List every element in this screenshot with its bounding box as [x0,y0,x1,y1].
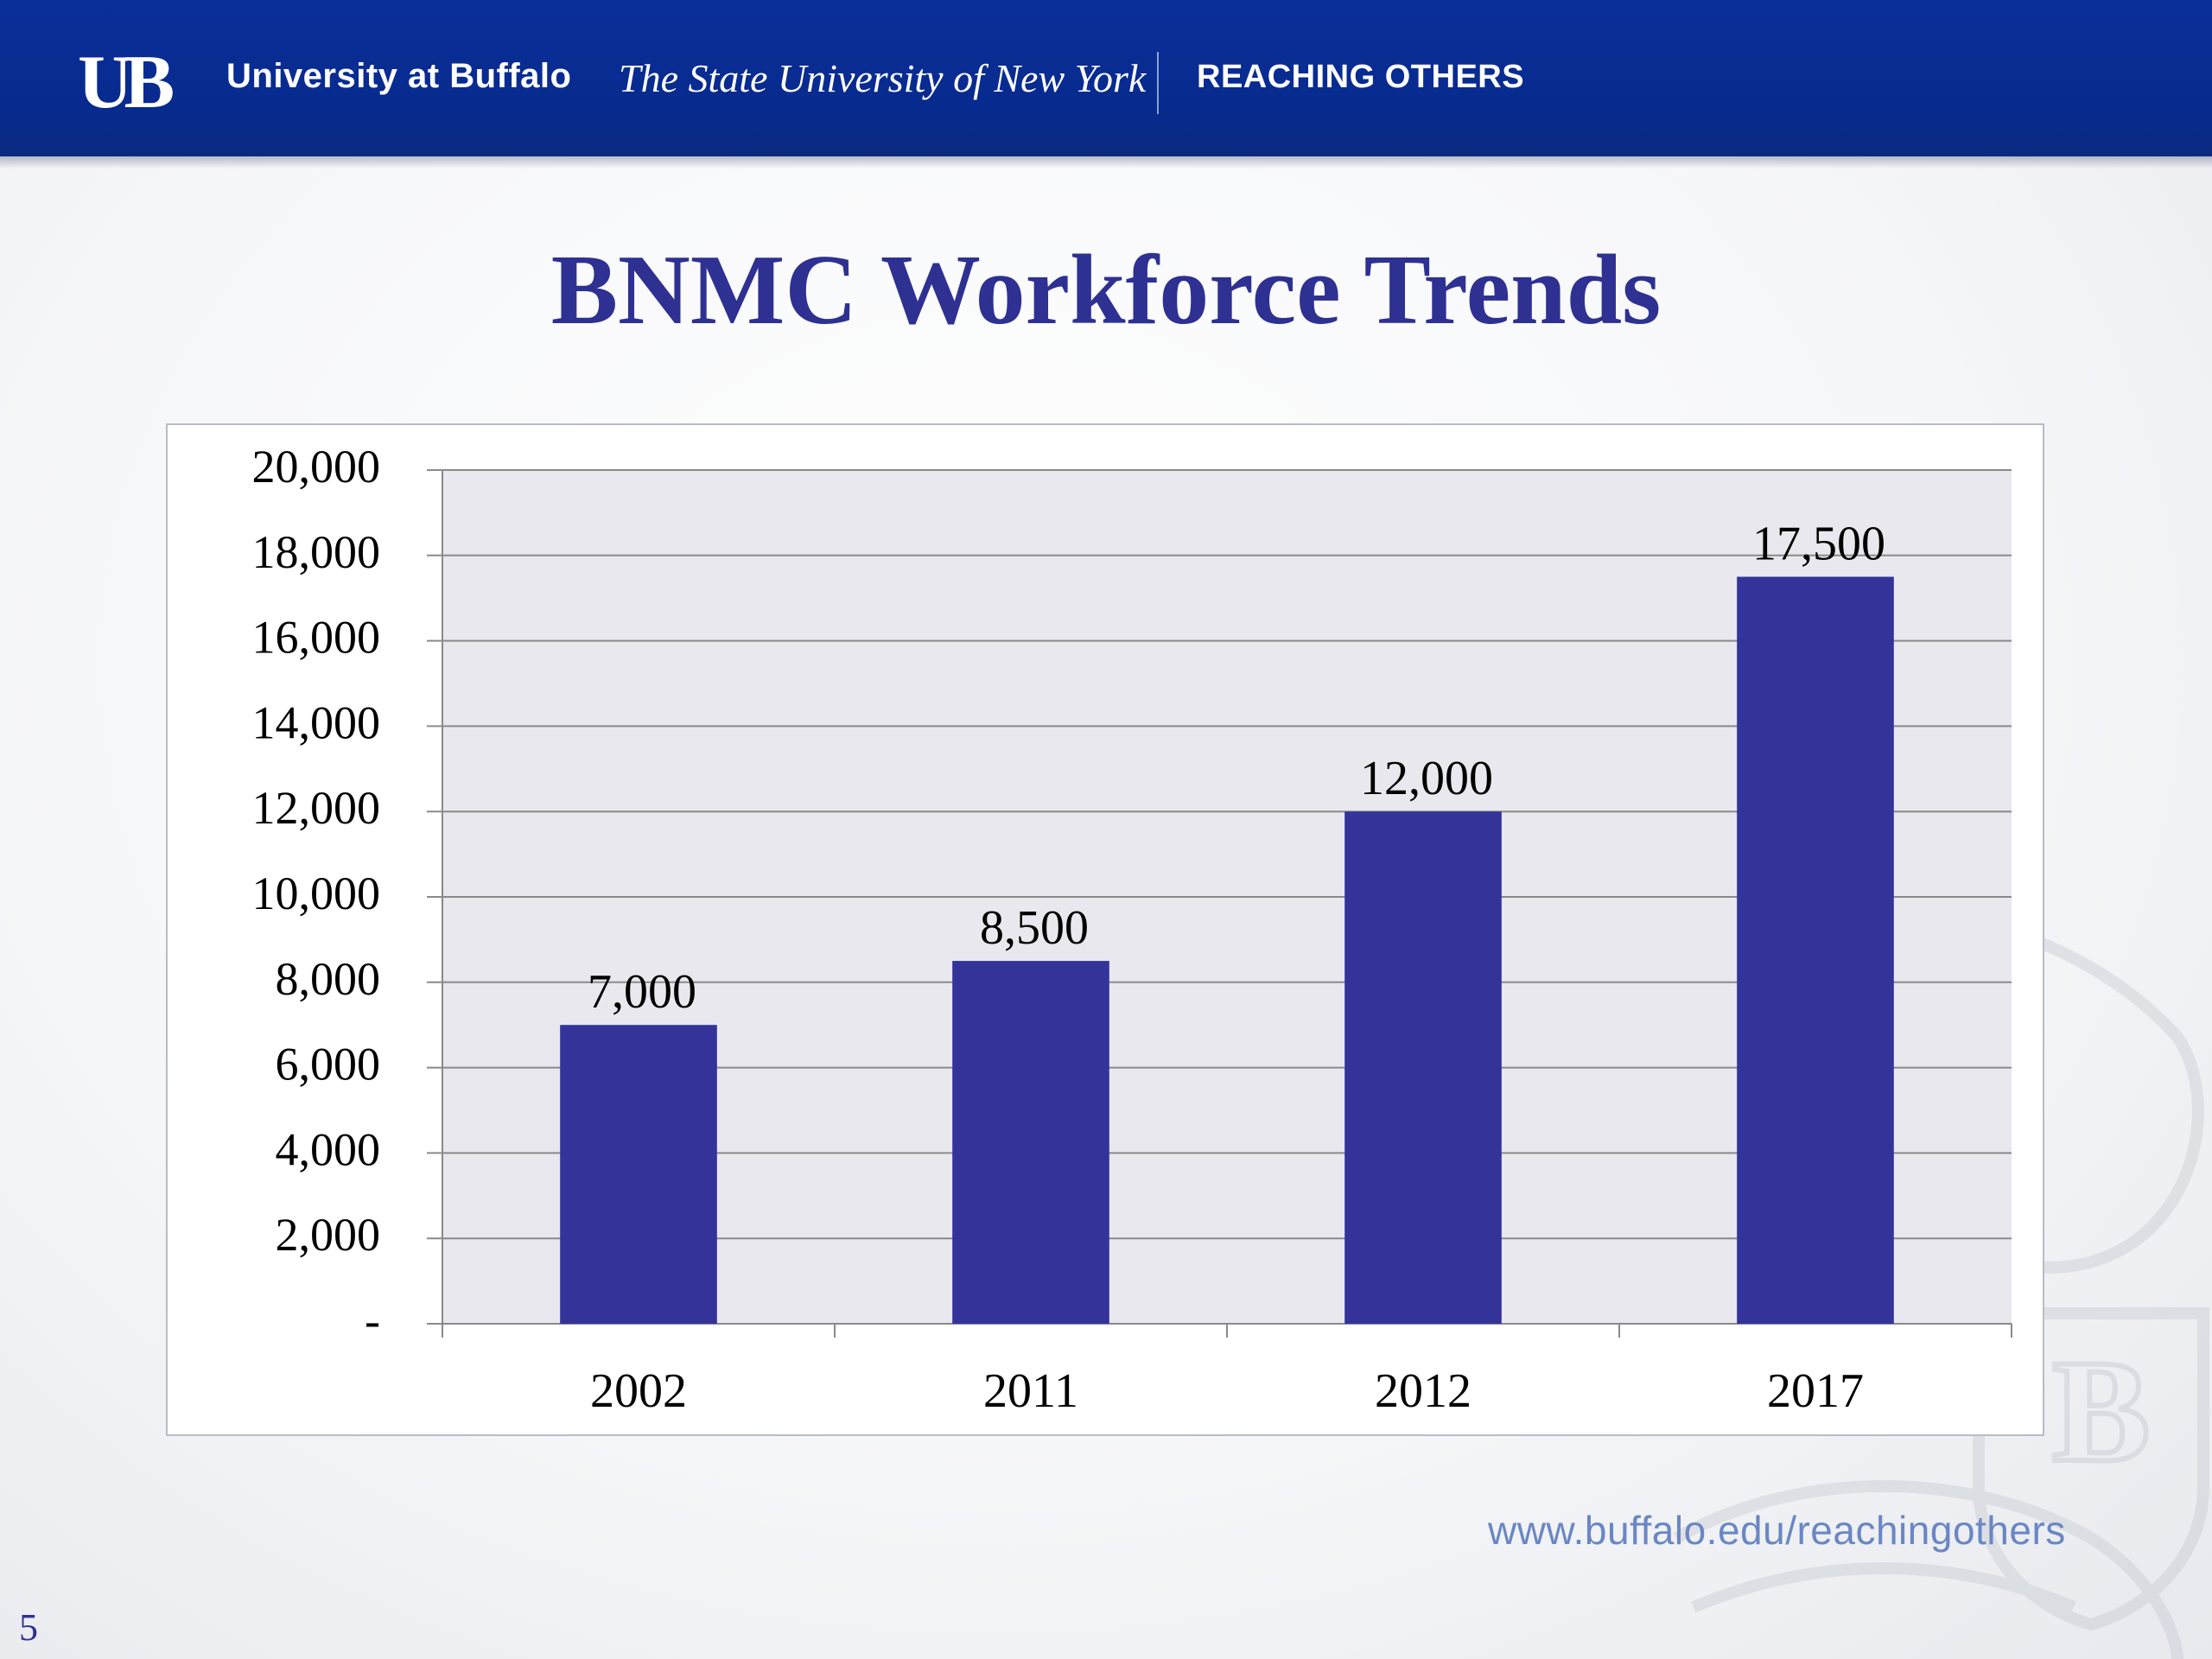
footer-url[interactable]: www.buffalo.edu/reachingothers [1488,1508,2066,1553]
x-tick-label: 2002 [590,1364,687,1418]
data-label: 7,000 [588,965,696,1019]
bar [560,1025,717,1324]
suny-name: The State University of New York [619,56,1147,100]
slide-title: BNMC Workforce Trends [550,235,1662,346]
bull-watermark-icon: B [1673,906,2209,1659]
bar [1344,811,1502,1324]
data-label: 8,500 [980,901,1089,955]
y-tick-label: - [365,1294,380,1346]
y-tick-label: 8,000 [276,953,381,1005]
bar-chart: - 2,000 4,000 6,000 8,000 10,000 12,000 14,000 1… [252,441,2012,1418]
header-shadow [0,156,2212,168]
svg-text:UB: UB [78,45,174,121]
tagline: REACHING OTHERS [1197,59,1525,95]
y-tick-label: 2,000 [276,1209,381,1261]
x-tick-label: 2012 [1375,1364,1471,1418]
data-label: 17,500 [1752,518,1885,571]
chart-frame: - 2,000 4,000 6,000 8,000 10,000 12,000 14,000 1… [166,423,2044,1436]
y-tick-label: 18,000 [252,526,381,578]
ub-logo-icon: UB [78,45,182,121]
y-tick-label: 12,000 [252,782,381,834]
header-divider [1157,52,1159,114]
y-tick-label: 16,000 [252,612,381,664]
y-tick-label: 20,000 [252,441,381,493]
bar [952,961,1109,1324]
x-tick-label: 2017 [1767,1364,1864,1418]
slide-number: 5 [19,1606,38,1649]
university-name: University at Buffalo [226,57,572,95]
y-tick-label: 14,000 [252,696,381,748]
bar [1737,576,1894,1324]
x-tick-label: 2011 [983,1364,1078,1418]
data-label: 12,000 [1360,752,1493,805]
y-tick-label: 10,000 [252,868,381,919]
header-bar: UB University at Buffalo The State Unive… [0,0,2212,156]
y-tick-label: 6,000 [276,1039,381,1090]
y-tick-label: 4,000 [276,1123,381,1175]
svg-text:B: B [2052,1330,2150,1492]
